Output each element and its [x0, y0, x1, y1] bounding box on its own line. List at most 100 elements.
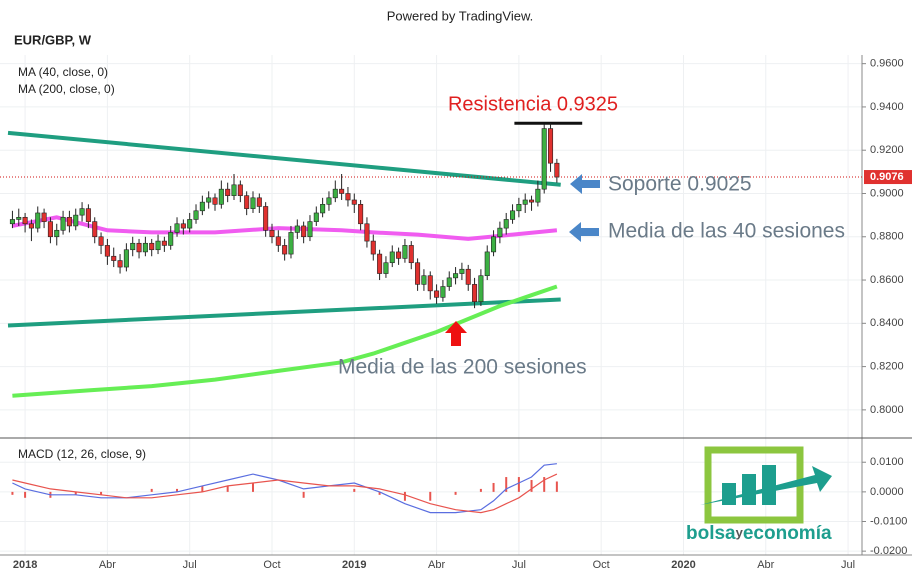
- arrow: [445, 321, 467, 346]
- symbol-title: EUR/GBP, W: [14, 32, 92, 47]
- candle-body: [478, 275, 484, 302]
- logo-word: bolsa: [686, 523, 736, 544]
- y-tick-label: -0.0200: [870, 545, 907, 557]
- histogram-bar: [555, 481, 558, 492]
- candle-body: [54, 229, 60, 238]
- candle-body: [92, 221, 98, 238]
- candle-body: [320, 204, 326, 214]
- annotation: Media de las 200 sesiones: [338, 356, 587, 379]
- candle-body: [434, 290, 440, 298]
- histogram-bar: [454, 491, 457, 495]
- logo-bar: [742, 474, 756, 505]
- candle-body: [497, 227, 503, 238]
- candle-body: [370, 240, 376, 255]
- candle-body: [250, 197, 256, 209]
- histogram-bar: [150, 488, 153, 492]
- candle-body: [73, 214, 79, 227]
- candle-body: [60, 216, 66, 231]
- candle-body: [313, 212, 319, 222]
- histogram-bar: [403, 491, 406, 501]
- histogram-bar: [530, 480, 533, 492]
- candle-body: [415, 262, 421, 285]
- candle-body: [389, 251, 395, 264]
- candle-body: [22, 216, 28, 225]
- plot: 2018 Abr Jul Oct 2019 Abr Jul Oct 2020 Abr Jul 0.96…: [0, 58, 912, 571]
- y-tick-label: 0.0100: [870, 456, 904, 468]
- histogram-bar: [517, 477, 520, 492]
- candle-body: [307, 221, 313, 238]
- candle-body: [377, 253, 383, 274]
- candle-body: [269, 229, 275, 238]
- candle-body: [510, 210, 516, 220]
- candle-body: [294, 225, 300, 233]
- macd-title: MACD (12, 26, close, 9): [18, 447, 146, 461]
- candle-body: [288, 232, 294, 255]
- candle-body: [396, 251, 402, 259]
- candle-body: [16, 216, 22, 220]
- candle-body: [155, 240, 161, 251]
- candle-body: [522, 199, 528, 205]
- arrow: [570, 174, 600, 194]
- candle-body: [332, 188, 338, 199]
- y-tick-label: 0.9200: [870, 144, 904, 156]
- histogram-bar: [505, 477, 508, 492]
- candle-body: [174, 223, 180, 233]
- candle-body: [263, 206, 269, 231]
- candle-body: [427, 275, 433, 292]
- candle-body: [345, 193, 351, 201]
- candle-body: [117, 260, 123, 268]
- candle-body: [212, 197, 218, 205]
- candle-body: [47, 221, 53, 238]
- histogram-bar: [74, 491, 77, 495]
- candle-body: [41, 212, 47, 222]
- y-tick-label: 0.9600: [870, 58, 904, 70]
- candle-body: [402, 245, 408, 259]
- candle-body: [339, 188, 345, 194]
- candle-body: [193, 210, 199, 220]
- histogram-bar: [353, 488, 356, 492]
- y-tick-label: 0.9400: [870, 101, 904, 113]
- candle-body: [541, 128, 547, 190]
- indicator-label: MA (40, close, 0): [18, 65, 108, 79]
- candle-body: [554, 162, 560, 178]
- candle-body: [237, 184, 243, 196]
- candle-body: [66, 216, 72, 227]
- candle-body: [421, 275, 427, 285]
- candle-body: [136, 242, 142, 253]
- y-tick-label: 0.8800: [870, 231, 904, 243]
- logo-word: y: [736, 525, 744, 540]
- y-tick-label: 0.8200: [870, 360, 904, 372]
- y-tick-label: 0.8000: [870, 404, 904, 416]
- candle-body: [35, 212, 41, 229]
- logo-arrow: [700, 466, 832, 505]
- histogram-bar: [479, 488, 482, 492]
- candle-body: [149, 242, 155, 251]
- annotation: Media de las 40 sesiones: [608, 220, 845, 243]
- logo-bar: [762, 465, 776, 505]
- candle-body: [79, 208, 85, 216]
- candle-body: [85, 208, 91, 222]
- logo-bar: [722, 483, 736, 505]
- candle-body: [244, 195, 250, 209]
- histogram-bar: [24, 491, 27, 498]
- arrow: [569, 222, 599, 242]
- x-tick-label: Abr: [428, 559, 445, 571]
- last-price-label: 0.9076: [870, 171, 904, 183]
- histogram-bar: [543, 477, 546, 492]
- candle-body: [168, 232, 174, 246]
- candle-body: [408, 245, 414, 264]
- candle-body: [231, 184, 237, 196]
- macd-line: [12, 473, 558, 514]
- trend-line: [7, 130, 561, 187]
- candle-body: [301, 225, 307, 238]
- candle-body: [326, 197, 332, 205]
- macd-line: [12, 463, 557, 514]
- candle-body: [364, 223, 370, 242]
- annotation: Soporte 0.9025: [608, 173, 752, 196]
- candle-body: [142, 242, 148, 253]
- histogram-bar: [226, 485, 229, 492]
- indicator-label: MA (200, close, 0): [18, 82, 115, 96]
- candle-body: [516, 204, 522, 212]
